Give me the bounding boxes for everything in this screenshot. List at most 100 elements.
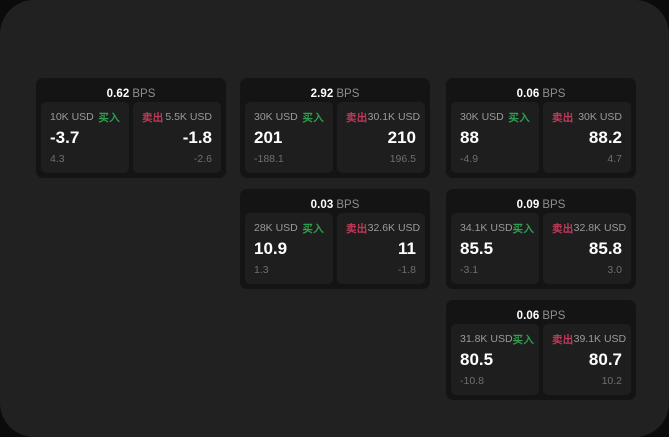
spread-value: 0.03: [310, 199, 334, 211]
buy-price: 10.9: [254, 239, 288, 258]
sell-size-label: 32.8K USD: [573, 222, 627, 234]
spread-header: 0.06 BPS: [451, 83, 631, 102]
buy-size-label: 31.8K USD: [460, 333, 513, 345]
spread-header: 0.09 BPS: [451, 194, 631, 213]
sell-panel[interactable]: 卖出 30K USD 88.2 4.7: [543, 102, 631, 173]
buy-panel[interactable]: 30K USD 买入 88 -4.9: [451, 102, 539, 173]
sell-size-label: 39.1K USD: [573, 333, 627, 345]
sell-panel[interactable]: 卖出 39.1K USD 80.7 10.2: [543, 324, 631, 395]
buy-size-label: 30K USD: [254, 111, 298, 123]
sell-price: 88.2: [588, 128, 622, 147]
sell-header-row: 卖出 30.1K USD: [346, 110, 420, 124]
buy-size-label: 10K USD: [50, 111, 94, 123]
buy-price: 85.5: [460, 239, 494, 258]
buy-delta: -3.1: [460, 264, 479, 276]
buy-price: 88: [460, 128, 479, 147]
buy-delta: 4.3: [50, 153, 65, 165]
buy-panel[interactable]: 30K USD 买入 201 -188.1: [245, 102, 333, 173]
buy-header-row: 30K USD 买入: [460, 110, 530, 124]
spread-value: 0.06: [516, 310, 540, 322]
buy-panel[interactable]: 34.1K USD 买入 85.5 -3.1: [451, 213, 539, 284]
buy-header-row: 28K USD 买入: [254, 221, 324, 235]
sell-action-label[interactable]: 卖出: [142, 111, 164, 124]
buy-action-label[interactable]: 买入: [302, 111, 324, 124]
spread-header: 2.92 BPS: [245, 83, 425, 102]
quote-card[interactable]: 0.62 BPS 10K USD 买入 -3.7 4.3 卖出 5.5K USD -1.8 -2.…: [36, 78, 226, 178]
buy-action-label[interactable]: 买入: [512, 333, 535, 346]
buy-action-label[interactable]: 买入: [508, 111, 530, 124]
sell-action-label[interactable]: 卖出: [346, 222, 368, 235]
buy-panel[interactable]: 28K USD 买入 10.9 1.3: [245, 213, 333, 284]
sell-panel[interactable]: 卖出 32.6K USD 11 -1.8: [337, 213, 425, 284]
buy-size-label: 30K USD: [460, 111, 504, 123]
spread-unit: BPS: [542, 310, 566, 322]
sell-price: 11: [398, 239, 416, 258]
sell-panel[interactable]: 卖出 30.1K USD 210 196.5: [337, 102, 425, 173]
sell-delta: 10.2: [601, 375, 622, 387]
quote-card[interactable]: 2.92 BPS 30K USD 买入 201 -188.1 卖出 30.1K USD 210 1…: [240, 78, 430, 178]
quote-card[interactable]: 0.09 BPS 34.1K USD 买入 85.5 -3.1 卖出 32.8K USD 85.…: [446, 189, 636, 289]
buy-delta: -4.9: [460, 153, 479, 165]
quote-sides: 30K USD 买入 201 -188.1 卖出 30.1K USD 210 196.5: [245, 102, 425, 173]
buy-header-row: 30K USD 买入: [254, 110, 324, 124]
sell-action-label[interactable]: 卖出: [346, 111, 368, 124]
sell-price: 80.7: [588, 350, 622, 369]
spread-unit: BPS: [542, 199, 566, 211]
sell-size-label: 30K USD: [578, 111, 622, 123]
spread-header: 0.03 BPS: [245, 194, 425, 213]
sell-price: -1.8: [182, 128, 212, 147]
sell-header-row: 卖出 32.6K USD: [346, 221, 420, 235]
spread-unit: BPS: [542, 88, 566, 100]
buy-size-label: 28K USD: [254, 222, 298, 234]
quote-sides: 34.1K USD 买入 85.5 -3.1 卖出 32.8K USD 85.8 3.0: [451, 213, 631, 284]
buy-action-label[interactable]: 买入: [302, 222, 324, 235]
quote-card[interactable]: 0.06 BPS 30K USD 买入 88 -4.9 卖出 30K USD 88.2 4.7: [446, 78, 636, 178]
quote-sides: 30K USD 买入 88 -4.9 卖出 30K USD 88.2 4.7: [451, 102, 631, 173]
column-3: 0.06 BPS 30K USD 买入 88 -4.9 卖出 30K USD 88.2 4.7 0.…: [446, 78, 636, 400]
spread-value: 0.09: [516, 199, 540, 211]
sell-header-row: 卖出 30K USD: [552, 110, 622, 124]
sell-delta: 4.7: [607, 153, 622, 165]
buy-panel[interactable]: 31.8K USD 买入 80.5 -10.8: [451, 324, 539, 395]
sell-action-label[interactable]: 卖出: [552, 222, 574, 235]
sell-delta: -2.6: [193, 153, 212, 165]
quote-sides: 28K USD 买入 10.9 1.3 卖出 32.6K USD 11 -1.8: [245, 213, 425, 284]
sell-price: 85.8: [588, 239, 622, 258]
sell-panel[interactable]: 卖出 32.8K USD 85.8 3.0: [543, 213, 631, 284]
buy-header-row: 10K USD 买入: [50, 110, 120, 124]
buy-delta: -10.8: [460, 375, 484, 387]
quote-card[interactable]: 0.06 BPS 31.8K USD 买入 80.5 -10.8 卖出 39.1K USD 80…: [446, 300, 636, 400]
buy-panel[interactable]: 10K USD 买入 -3.7 4.3: [41, 102, 129, 173]
sell-header-row: 卖出 39.1K USD: [552, 332, 626, 346]
buy-delta: -188.1: [254, 153, 284, 165]
buy-action-label[interactable]: 买入: [512, 222, 535, 235]
spread-unit: BPS: [132, 88, 156, 100]
buy-action-label[interactable]: 买入: [98, 111, 120, 124]
column-1: 0.62 BPS 10K USD 买入 -3.7 4.3 卖出 5.5K USD -1.8 -2.…: [36, 78, 226, 178]
sell-delta: 3.0: [607, 264, 622, 276]
sell-size-label: 30.1K USD: [367, 111, 421, 123]
sell-size-label: 5.5K USD: [165, 111, 212, 123]
buy-delta: 1.3: [254, 264, 269, 276]
sell-size-label: 32.6K USD: [367, 222, 421, 234]
sell-action-label[interactable]: 卖出: [552, 111, 574, 124]
sell-price: 210: [387, 128, 416, 147]
sell-header-row: 卖出 32.8K USD: [552, 221, 626, 235]
spread-header: 0.62 BPS: [41, 83, 221, 102]
sell-delta: -1.8: [397, 264, 416, 276]
sell-action-label[interactable]: 卖出: [552, 333, 574, 346]
column-2: 2.92 BPS 30K USD 买入 201 -188.1 卖出 30.1K USD 210 1…: [240, 78, 430, 289]
sell-panel[interactable]: 卖出 5.5K USD -1.8 -2.6: [133, 102, 221, 173]
buy-header-row: 31.8K USD 买入: [460, 332, 534, 346]
buy-price: -3.7: [50, 128, 80, 147]
buy-header-row: 34.1K USD 买入: [460, 221, 534, 235]
sell-header-row: 卖出 5.5K USD: [142, 110, 212, 124]
spread-value: 2.92: [310, 88, 334, 100]
spread-value: 0.62: [106, 88, 130, 100]
buy-size-label: 34.1K USD: [460, 222, 513, 234]
buy-price: 80.5: [460, 350, 494, 369]
spread-header: 0.06 BPS: [451, 305, 631, 324]
quote-card[interactable]: 0.03 BPS 28K USD 买入 10.9 1.3 卖出 32.6K USD 11 -1.8: [240, 189, 430, 289]
